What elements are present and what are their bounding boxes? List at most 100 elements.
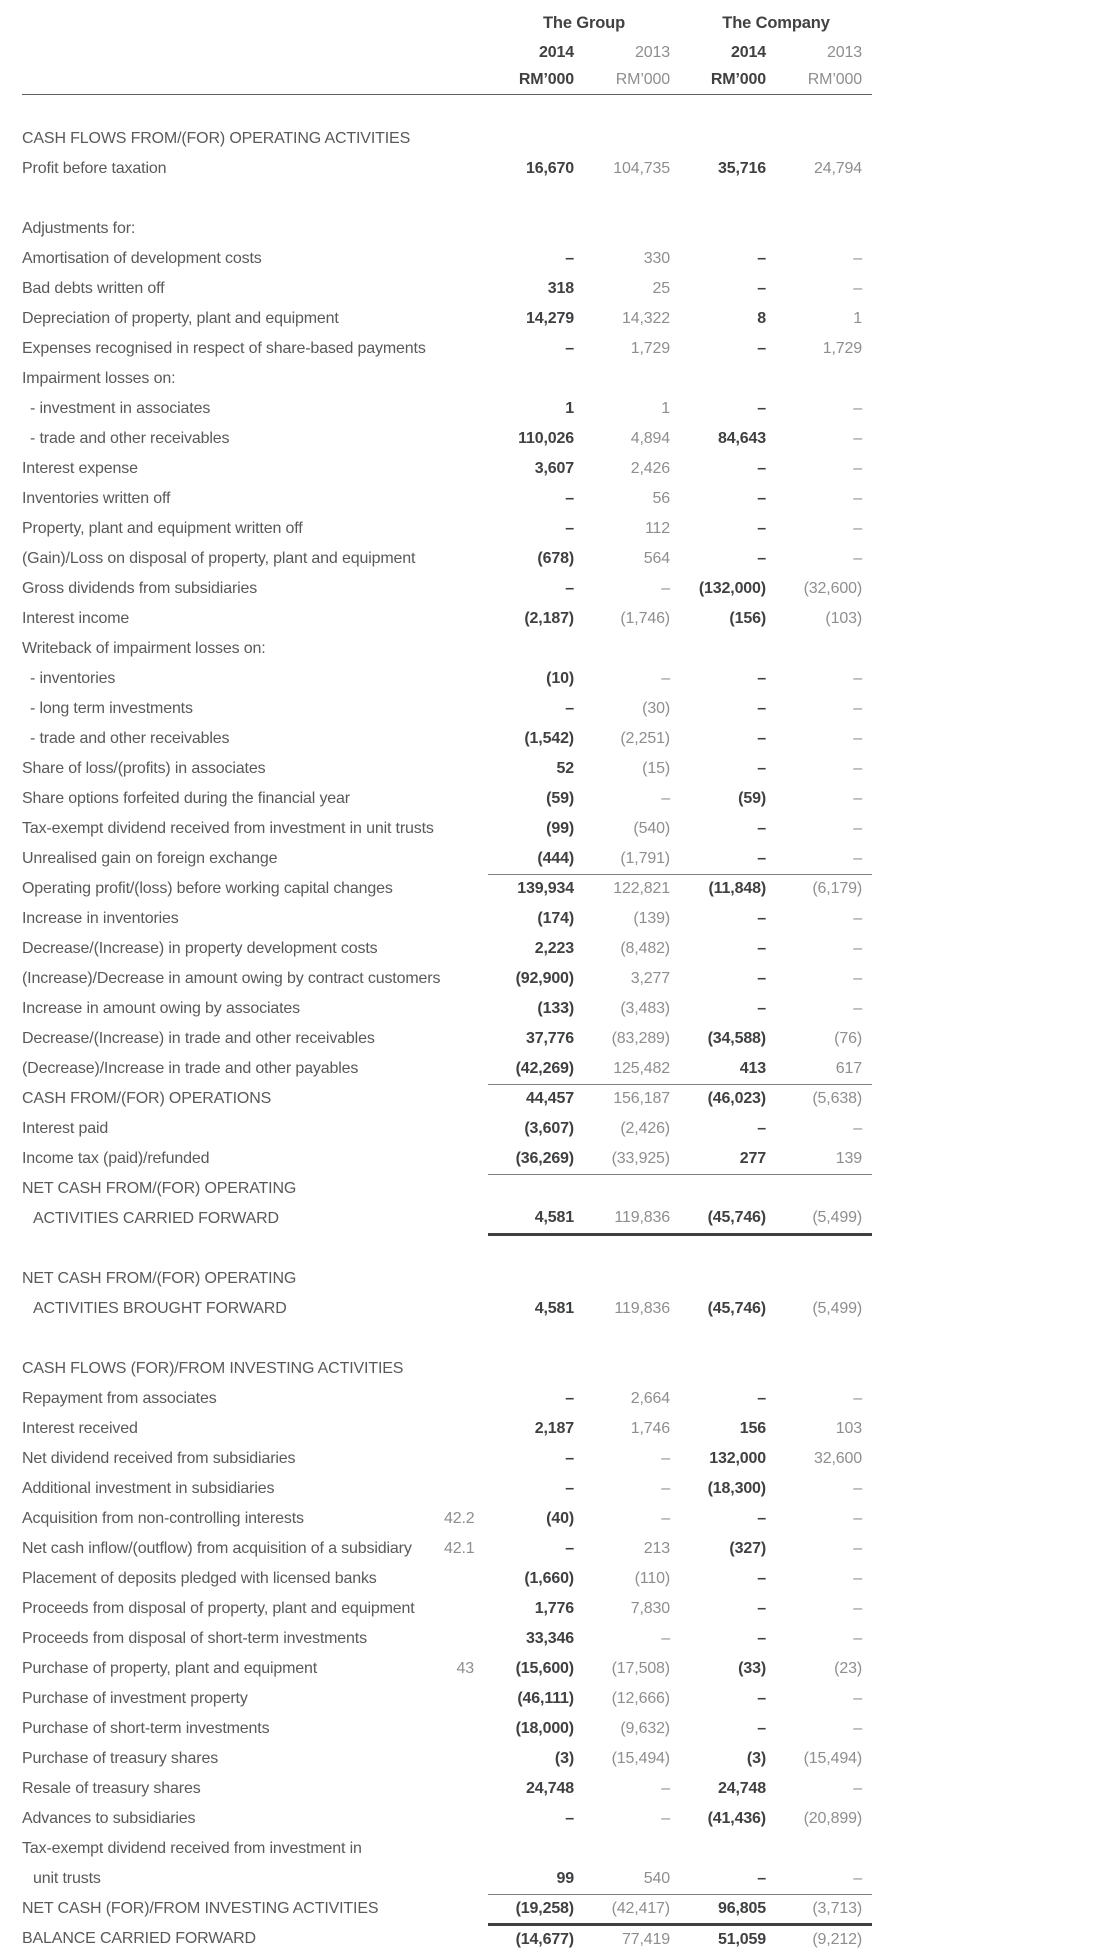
cell-company-2013: – [853,1780,863,1797]
cell-group-2014: (444) [488,844,584,875]
cell-group-2013 [584,1834,680,1864]
cell-company-2014: 84,643 [717,430,766,447]
cell-group-2014: 4,581 [534,1300,574,1317]
spacer-row [22,94,872,124]
cell-group-2013: (83,289) [611,1030,671,1047]
cell-group-2013: 4,894 [630,430,670,447]
cell-company-2014 [680,214,776,244]
row-label: Advances to subsidiaries [22,1810,196,1827]
cell-company-2014: – [757,940,766,957]
note-reference [444,364,488,394]
statement-row: CASH FROM/(FOR) OPERATIONS 44,457 156,187 (… [22,1084,872,1114]
statement-row: Increase in inventories (174) (139) – – [22,904,872,934]
cell-group-2014: 318 [547,280,574,297]
note-reference [444,1204,488,1234]
note-reference [444,814,488,844]
cell-company-2013: – [853,1120,863,1137]
statement-row: Proceeds from disposal of property, plan… [22,1594,872,1624]
cell-company-2014: – [757,1690,766,1707]
cell-group-2013: (42,417) [584,1894,680,1926]
cell-group-2013 [584,1174,680,1204]
cell-company-2014: (11,848) [708,880,766,898]
empty-cell [22,40,444,66]
cell-company-2013: – [853,910,863,927]
cell-company-2013: – [853,430,863,447]
cell-group-2014: (36,269) [488,1144,584,1175]
row-label: - investment in associates [30,400,211,417]
cell-group-2013: 1 [661,400,670,417]
cell-group-2013: (1,746) [620,610,670,627]
row-label: Share of loss/(profits) in associates [22,760,266,777]
row-label: Tax-exempt dividend received from invest… [22,820,434,837]
cell-company-2013 [776,1834,872,1864]
unit-company-2014: RM’000 [680,66,776,95]
row-label: unit trusts [33,1870,101,1887]
cell-group-2013 [584,124,680,154]
cell-company-2014: – [757,490,766,507]
cell-group-2013: 2,426 [630,460,670,477]
statement-row: - trade and other receivables 110,026 4,89… [22,424,872,454]
cell-group-2014 [488,1264,584,1294]
row-label: Resale of treasury shares [22,1780,201,1797]
cell-company-2014: (41,436) [707,1810,767,1827]
note-reference [444,1834,488,1864]
statement-row: Proceeds from disposal of short-term inv… [22,1624,872,1654]
note-reference [444,1054,488,1084]
cell-group-2013 [584,364,680,394]
cell-company-2013: – [776,1864,873,1895]
statement-row: Interest received 2,187 1,746 156 103 [22,1414,872,1444]
cell-group-2014: 44,457 [525,1090,574,1108]
cell-group-2013: 122,821 [613,880,670,898]
cell-group-2014: 33,346 [525,1630,574,1647]
cell-group-2014 [488,1174,584,1204]
row-label: Placement of deposits pledged with licen… [22,1570,377,1587]
cell-group-2014: (40) [546,1510,574,1527]
cashflow-table: The Group The Company 2014 2013 2014 201… [22,6,873,1954]
statement-row: Profit before taxation 16,670 104,735 35,71… [22,154,872,184]
cell-group-2013: (3,483) [620,1000,670,1017]
cell-group-2013: 7,830 [630,1600,670,1617]
cell-group-2013: 2,664 [630,1390,670,1407]
cell-group-2014: (678) [537,550,574,567]
empty-cell [22,6,444,40]
empty-cell [444,66,488,95]
cell-group-2014: 1,776 [534,1600,574,1617]
statement-row: Purchase of property, plant and equipmen… [22,1654,872,1684]
cell-company-2014: – [757,1630,766,1647]
cell-group-2013: – [661,1480,670,1497]
cell-company-2014: – [757,970,766,987]
cell-group-2014: (99) [546,820,574,837]
row-label: (Increase)/Decrease in amount owing by c… [22,970,441,987]
cell-company-2014 [680,124,776,154]
spacer-cell [22,1234,872,1264]
cell-company-2013: – [853,250,863,267]
statement-row: Net cash inflow/(outflow) from acquisiti… [22,1534,872,1564]
statement-row: ACTIVITIES CARRIED FORWARD 4,581 119,836 (4… [22,1204,873,1236]
note-reference [444,694,488,724]
note-reference [444,304,488,334]
row-label: - inventories [30,670,116,687]
cell-group-2013: – [661,1510,670,1527]
row-label: Decrease/(Increase) in property developm… [22,940,378,957]
statement-row: Impairment losses on: [22,364,872,394]
cell-company-2013 [776,364,872,394]
cell-company-2014: 156 [739,1420,766,1437]
cell-group-2013 [584,634,680,664]
statement-row: BALANCE CARRIED FORWARD (14,677) 77,419 51,… [22,1924,872,1954]
cell-group-2013: 3,277 [630,970,670,987]
cell-group-2014: (2,187) [524,610,574,627]
cell-group-2013: (12,666) [611,1690,671,1707]
row-label: NET CASH FROM/(FOR) OPERATING [22,1270,297,1287]
cell-company-2014: (327) [729,1540,766,1557]
cell-company-2014 [680,1354,776,1384]
note-reference [444,724,488,754]
cell-company-2014: – [680,844,776,875]
cell-group-2013: 77,419 [621,1930,670,1948]
row-label: Net cash inflow/(outflow) from acquisiti… [22,1540,412,1557]
statement-row: Interest expense 3,607 2,426 – – [22,454,872,484]
row-label: Inventories written off [22,490,171,507]
cell-company-2013: (5,499) [812,1300,863,1317]
cell-company-2013: – [853,790,863,807]
note-reference [444,1114,488,1144]
note-reference [444,1384,488,1414]
